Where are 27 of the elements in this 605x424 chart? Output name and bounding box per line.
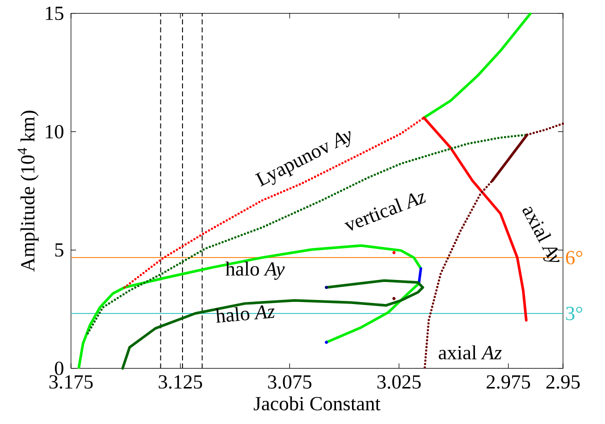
point <box>324 286 328 289</box>
y-tick-label: 10 <box>46 124 64 138</box>
y-tick-label: 0 <box>54 361 64 375</box>
point <box>324 340 328 344</box>
y-tick-label: 5 <box>55 243 64 256</box>
x-tick-label: 3.025 <box>377 375 421 389</box>
line-series <box>78 244 422 369</box>
annotation: 6° <box>566 250 582 264</box>
annotation: axial Az <box>438 345 502 360</box>
y-axis-title: Amplitude (10$^{4}$ km) <box>18 110 39 272</box>
x-tick-label: 3.175 <box>49 375 93 389</box>
x-axis-title: Jacobi Constant <box>254 396 380 410</box>
annotation: halo Az <box>215 305 274 323</box>
line-series <box>325 282 420 344</box>
annotation: 3° <box>566 306 582 320</box>
x-tick-label: 2.95 <box>546 375 580 389</box>
line-series <box>422 12 532 119</box>
x-tick-label: 3.075 <box>268 375 312 389</box>
annotation: halo Ay <box>225 261 285 280</box>
point <box>392 296 396 300</box>
annotation: vertical Az <box>344 192 426 230</box>
line-series <box>121 279 424 370</box>
y-tick-label: 15 <box>46 6 64 20</box>
annotation: axial Ay <box>522 206 560 262</box>
point <box>392 250 396 254</box>
x-tick-label: 2.975 <box>486 375 530 389</box>
x-tick-label: 3.125 <box>158 375 202 389</box>
